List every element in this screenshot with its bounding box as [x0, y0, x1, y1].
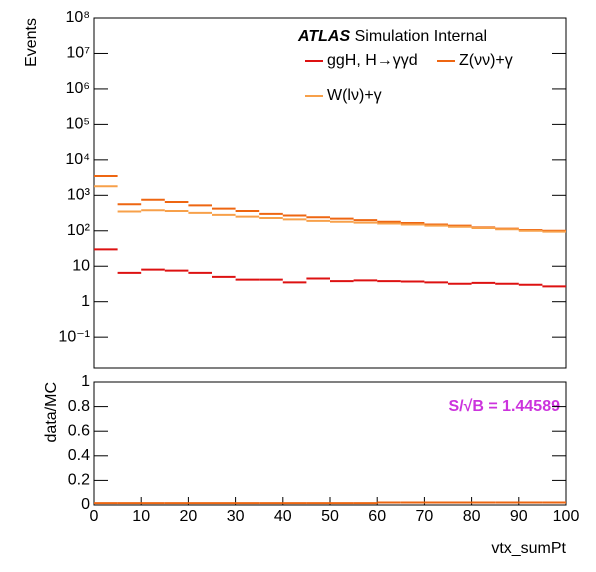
header: ATLAS Simulation Internal [297, 28, 487, 45]
y-label: data/MC [43, 382, 60, 442]
x-tick-label: 70 [416, 508, 434, 525]
y-tick-label: 10⁸ [65, 9, 90, 26]
x-tick-label: 40 [274, 508, 292, 525]
y-label: Events [23, 18, 40, 67]
legend-label: W(lν)+γ [327, 87, 382, 104]
legend-label: Z(νν)+γ [459, 52, 513, 69]
x-tick-label: 30 [227, 508, 245, 525]
y-tick-label: 1 [81, 293, 90, 310]
y-tick-label: 10⁻¹ [58, 328, 90, 345]
x-tick-label: 0 [90, 508, 99, 525]
x-tick-label: 60 [368, 508, 386, 525]
y-tick-label: 10⁶ [66, 80, 90, 97]
x-tick-label: 20 [180, 508, 198, 525]
y-tick-label: 10⁵ [66, 116, 90, 133]
y-tick-label: 0.8 [68, 398, 90, 415]
y-tick-label: 10⁴ [65, 151, 90, 168]
legend-label: ggH, H→γγd [327, 52, 418, 69]
header-text: Simulation Internal [355, 28, 488, 45]
x-tick-label: 10 [132, 508, 150, 525]
x-label: vtx_sumPt [491, 540, 566, 557]
y-tick-label: 0.4 [68, 447, 90, 464]
y-tick-label: 10 [72, 257, 90, 274]
y-tick-label: 10⁷ [66, 45, 90, 62]
x-tick-label: 80 [463, 508, 481, 525]
y-tick-label: 10² [67, 222, 91, 239]
header-bold: ATLAS [297, 28, 350, 45]
y-tick-label: 10³ [67, 187, 91, 204]
x-tick-label: 50 [321, 508, 339, 525]
y-tick-label: 0.6 [68, 422, 90, 439]
annotation: S/√B = 1.44589 [448, 398, 560, 415]
x-tick-label: 100 [553, 508, 580, 525]
y-tick-label: 0 [81, 496, 90, 513]
x-tick-label: 90 [510, 508, 528, 525]
top-frame [93, 17, 567, 369]
y-tick-label: 1 [81, 373, 90, 390]
y-tick-label: 0.2 [68, 472, 90, 489]
